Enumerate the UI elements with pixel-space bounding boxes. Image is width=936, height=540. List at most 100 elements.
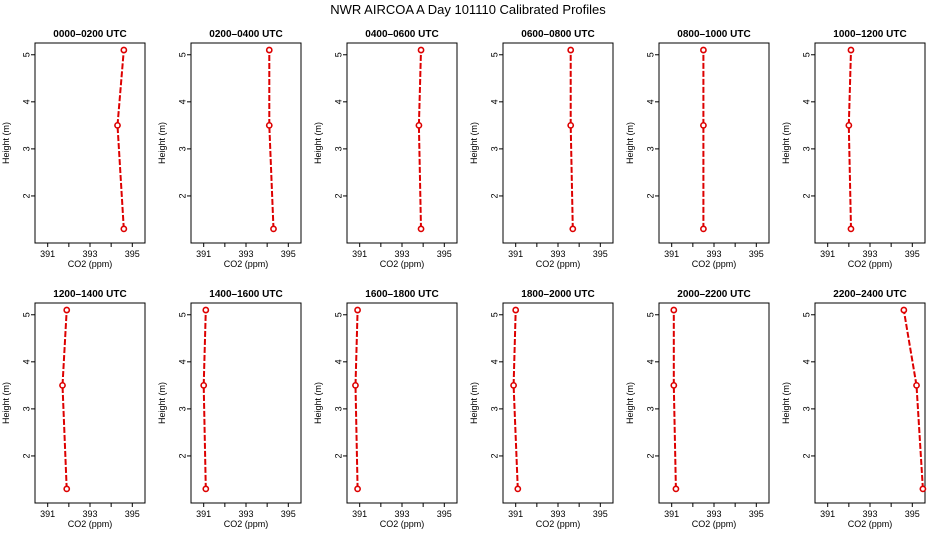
panel-title: 2200–2400 UTC (833, 289, 906, 300)
panel-title: 1000–1200 UTC (833, 29, 906, 40)
data-point (270, 225, 277, 233)
y-tick-label: 4 (489, 359, 499, 364)
y-tick-label: 4 (177, 359, 187, 364)
x-tick-label: 391 (40, 509, 55, 519)
y-tick-label: 2 (801, 193, 811, 198)
data-point (202, 306, 210, 314)
x-axis-label: CO2 (ppm) (68, 259, 113, 269)
y-tick-label: 4 (645, 359, 655, 364)
data-point (700, 225, 707, 233)
x-tick-label: 391 (196, 249, 211, 259)
x-tick-label: 391 (196, 509, 211, 519)
y-tick-label: 2 (645, 193, 655, 198)
data-point (114, 121, 121, 129)
plot-frame (502, 42, 614, 244)
data-point (569, 225, 577, 233)
y-axis-label: Height (m) (469, 122, 479, 164)
y-tick-label: 4 (801, 99, 811, 104)
data-point (63, 306, 71, 314)
panel-title: 1400–1600 UTC (209, 289, 282, 300)
y-tick-label: 5 (21, 52, 31, 57)
panel-7 (31, 302, 146, 507)
y-tick-label: 5 (489, 52, 499, 57)
y-axis-label: Height (m) (781, 382, 791, 424)
y-axis-label: Height (m) (469, 382, 479, 424)
y-tick-label: 3 (801, 406, 811, 411)
y-tick-label: 2 (21, 193, 31, 198)
y-tick-label: 3 (333, 146, 343, 151)
y-tick-label: 3 (21, 146, 31, 151)
panel-title: 0000–0200 UTC (53, 29, 126, 40)
y-tick-label: 3 (333, 406, 343, 411)
panel-title: 1800–2000 UTC (521, 289, 594, 300)
x-axis-label: CO2 (ppm) (536, 259, 581, 269)
x-tick-label: 393 (862, 509, 877, 519)
panel-11 (655, 302, 770, 507)
data-point (120, 46, 128, 54)
data-point (354, 485, 361, 493)
y-tick-label: 4 (645, 99, 655, 104)
y-tick-label: 3 (21, 406, 31, 411)
y-tick-label: 2 (333, 453, 343, 458)
y-tick-label: 3 (489, 406, 499, 411)
y-axis-label: Height (m) (157, 122, 167, 164)
y-tick-label: 3 (489, 146, 499, 151)
y-tick-label: 2 (489, 193, 499, 198)
data-point (510, 381, 517, 389)
data-point (417, 46, 425, 54)
plot-frame (658, 302, 770, 504)
data-point (265, 121, 273, 129)
x-tick-label: 393 (238, 509, 253, 519)
y-tick-label: 2 (177, 453, 187, 458)
data-point (919, 485, 927, 493)
x-tick-label: 395 (749, 249, 764, 259)
panel-title: 1600–1800 UTC (365, 289, 438, 300)
data-point (265, 46, 273, 54)
profile-line (569, 50, 574, 229)
plot-frame (502, 302, 614, 504)
panel-10 (499, 302, 614, 507)
plot-frame (34, 302, 146, 504)
data-point (200, 381, 208, 389)
profile-line (512, 310, 519, 489)
x-tick-label: 391 (40, 249, 55, 259)
y-tick-label: 5 (177, 52, 187, 57)
y-axis-label: Height (m) (313, 122, 323, 164)
data-point (847, 46, 855, 54)
x-axis-label: CO2 (ppm) (536, 519, 581, 529)
x-tick-label: 393 (394, 249, 409, 259)
plot-frame (190, 302, 302, 504)
data-point (63, 485, 71, 493)
x-tick-label: 395 (593, 509, 608, 519)
panel-title: 1200–1400 UTC (53, 289, 126, 300)
panel-title: 0400–0600 UTC (365, 29, 438, 40)
figure-title: NWR AIRCOA A Day 101110 Calibrated Profi… (330, 2, 606, 17)
y-axis-label: Height (m) (313, 382, 323, 424)
panel-6 (811, 42, 926, 247)
x-tick-label: 395 (437, 509, 452, 519)
panel-9 (343, 302, 458, 507)
y-tick-label: 2 (333, 193, 343, 198)
y-tick-label: 4 (21, 99, 31, 104)
data-point (700, 46, 707, 54)
x-axis-label: CO2 (ppm) (692, 259, 737, 269)
y-tick-label: 3 (645, 406, 655, 411)
x-axis-label: CO2 (ppm) (848, 519, 893, 529)
panel-3 (343, 42, 458, 247)
data-point (670, 306, 678, 314)
profile-line (354, 310, 359, 489)
panel-2 (187, 42, 302, 247)
panel-5 (655, 42, 770, 247)
y-axis-label: Height (m) (625, 122, 635, 164)
x-tick-label: 393 (706, 509, 721, 519)
data-point (900, 306, 908, 314)
data-point (59, 381, 66, 389)
y-tick-label: 5 (645, 312, 655, 317)
x-tick-label: 393 (550, 509, 565, 519)
panel-title: 0600–0800 UTC (521, 29, 594, 40)
x-tick-label: 391 (508, 249, 523, 259)
data-point (415, 121, 423, 129)
data-point (202, 485, 210, 493)
panel-8 (187, 302, 302, 507)
profile-line (672, 310, 677, 489)
